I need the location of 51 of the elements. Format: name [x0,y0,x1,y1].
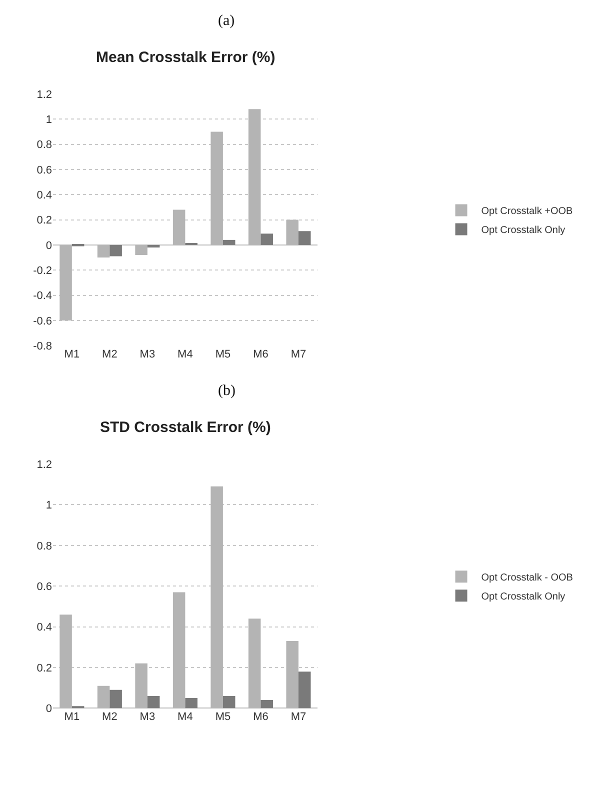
x-tick-label: M6 [253,348,268,361]
y-tick-label: 0.6 [36,580,52,593]
x-tick-label: M2 [102,711,118,724]
y-tick-label: 0.4 [36,622,52,634]
text: (b) [218,383,236,399]
x-tick-label: M5 [215,348,231,361]
x-tick-label: M1 [64,711,80,724]
y-tick-label: 0.2 [36,662,52,674]
y-tick-label: 1.2 [36,88,52,101]
x-tick-label: M2 [102,348,118,361]
x-tick-label: M3 [140,348,156,361]
chart-title: Mean Crosstalk Error (%) [96,49,276,66]
chart-title: STD Crosstalk Error (%) [100,419,271,436]
y-tick-label: 1 [46,114,52,126]
y-tick-label: -0.6 [33,315,52,328]
bar [222,240,236,245]
y-tick-label: -0.8 [33,340,52,352]
y-tick-label: 1 [46,500,52,512]
x-tick-label: M7 [290,711,306,724]
legend-label: Opt Crosstalk Only [481,225,566,236]
legend-label: Opt Crosstalk Only [481,592,566,602]
bar [110,690,122,708]
legend-label: Opt Crosstalk +OOB [481,206,574,218]
bar [260,234,273,245]
y-tick-label: 0.2 [36,214,52,227]
bar [298,231,311,245]
bar [222,696,236,708]
x-tick-label: M6 [253,711,268,724]
x-tick-label: M4 [178,711,193,724]
bar [260,700,273,708]
x-tick-label: M7 [290,348,306,361]
bar [298,672,311,708]
legend-label: Opt Crosstalk - OOB [481,572,574,584]
y-tick-label: 0 [46,703,52,716]
bar [147,696,160,708]
x-tick-label: M3 [140,711,156,724]
x-tick-label: M4 [178,348,193,361]
bar [185,698,198,708]
y-tick-label: 0.6 [36,164,52,176]
text: (a) [218,13,235,29]
y-tick-label: -0.4 [33,290,52,302]
y-tick-label: -0.2 [33,264,52,277]
bar [110,244,122,256]
y-tick-label: 0 [46,240,52,252]
y-tick-label: 0.4 [36,189,52,202]
x-tick-label: M5 [215,711,231,724]
y-tick-label: 0.8 [36,540,52,552]
bar [147,244,160,248]
y-tick-label: 1.2 [36,458,52,471]
y-tick-label: 0.8 [36,139,52,152]
x-tick-label: M1 [64,348,80,361]
